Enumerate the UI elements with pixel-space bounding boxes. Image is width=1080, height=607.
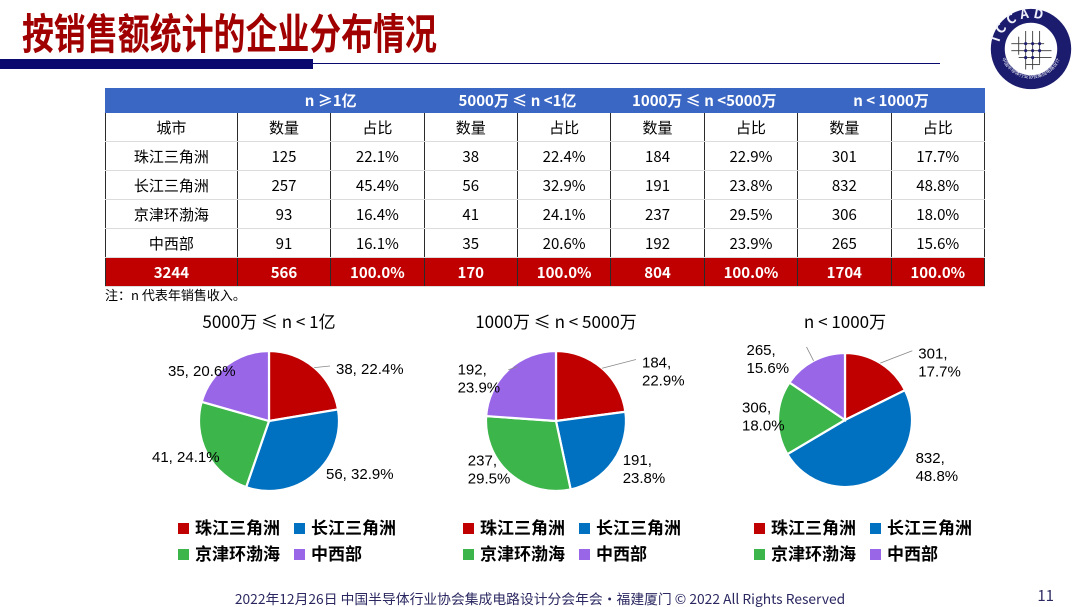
svg-text:48.8%: 48.8% [916,468,959,485]
svg-text:35, 20.6%: 35, 20.6% [168,363,236,380]
svg-text:306,: 306, [742,399,771,416]
svg-text:23.8%: 23.8% [623,470,666,487]
svg-text:23.9%: 23.9% [458,380,501,397]
svg-text:184,: 184, [642,355,671,372]
svg-text:1000万 ≤ n < 5000万: 1000万 ≤ n < 5000万 [475,308,637,333]
svg-text:15.6%: 15.6% [747,360,790,377]
svg-text:5000万 ≤ n < 1亿: 5000万 ≤ n < 1亿 [202,308,335,333]
svg-text:56, 32.9%: 56, 32.9% [326,466,394,483]
svg-text:17.7%: 17.7% [918,364,961,381]
svg-text:38, 22.4%: 38, 22.4% [336,361,404,378]
svg-text:237,: 237, [468,453,497,470]
svg-text:191,: 191, [623,452,652,469]
svg-text:301,: 301, [918,346,947,363]
svg-text:22.9%: 22.9% [642,373,685,390]
svg-text:29.5%: 29.5% [468,471,511,488]
svg-text:832,: 832, [916,450,945,467]
svg-text:18.0%: 18.0% [742,417,785,434]
svg-text:n < 1000万: n < 1000万 [804,308,886,333]
svg-text:41, 24.1%: 41, 24.1% [152,449,220,466]
svg-text:265,: 265, [747,342,776,359]
svg-text:192,: 192, [458,362,487,379]
